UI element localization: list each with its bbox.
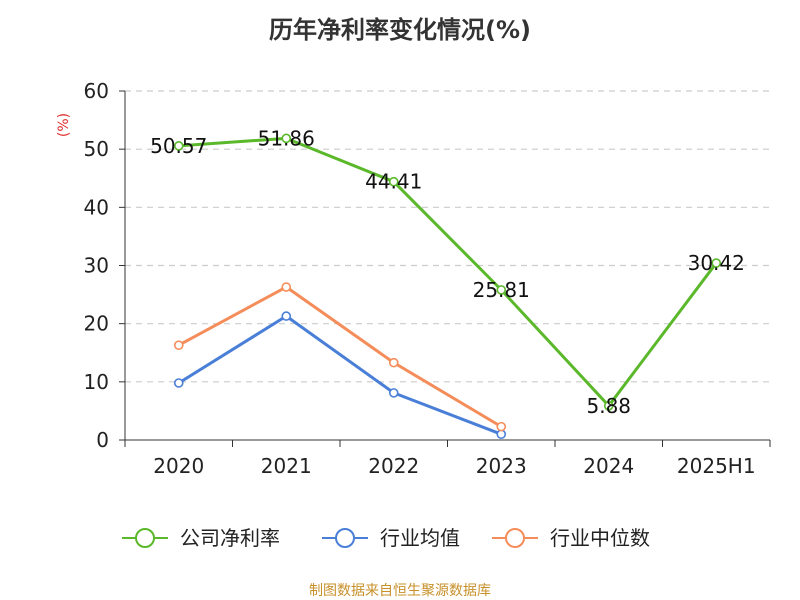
x-tick-label: 2025H1 <box>677 454 756 478</box>
y-tick-label: 60 <box>84 79 109 103</box>
data-point[interactable] <box>388 357 399 368</box>
data-label: 50.57 <box>150 134 207 158</box>
data-point[interactable] <box>496 285 507 295</box>
source-note: 制图数据来自恒生聚源数据库 <box>309 583 491 599</box>
x-tick-label: 2024 <box>583 454 634 478</box>
data-label: 44.41 <box>365 170 422 194</box>
y-tick-label: 50 <box>84 137 109 161</box>
data-label: 5.88 <box>586 394 631 418</box>
y-axis-unit: (%) <box>56 113 72 137</box>
series-line <box>178 285 503 428</box>
legend-label: 行业均值 <box>380 526 460 550</box>
data-label: 30.42 <box>688 251 745 275</box>
series-2 <box>173 311 507 439</box>
data-point[interactable] <box>711 258 722 268</box>
y-tick-label: 10 <box>84 370 109 394</box>
x-tick-label: 2021 <box>261 454 312 478</box>
data-point[interactable] <box>173 340 184 350</box>
data-point[interactable] <box>281 311 292 321</box>
legend: 公司净利率 行业均值 行业中位数 <box>122 526 650 550</box>
legend-item[interactable]: 行业中位数 <box>492 526 650 550</box>
data-point[interactable] <box>173 378 184 388</box>
legend-item[interactable]: 公司净利率 <box>122 526 280 550</box>
data-point[interactable] <box>281 282 292 292</box>
series-3 <box>173 282 507 432</box>
x-tick-label: 2022 <box>368 454 419 478</box>
data-labels: 50.57 51.86 44.41 25.81 5.88 30.42 <box>150 126 745 417</box>
chart-title: 历年净利率变化情况(%) <box>269 16 531 44</box>
data-point[interactable] <box>388 176 399 187</box>
y-tick-label: 20 <box>84 312 109 336</box>
data-label: 25.81 <box>473 278 530 302</box>
series-layer <box>173 133 722 439</box>
y-tick-label: 0 <box>96 428 109 452</box>
legend-label: 公司净利率 <box>180 526 280 550</box>
data-point[interactable] <box>281 133 292 144</box>
legend-item[interactable]: 行业均值 <box>322 526 460 550</box>
series-1 <box>173 133 722 411</box>
data-point[interactable] <box>496 421 507 432</box>
data-point[interactable] <box>388 388 399 398</box>
y-tick-label: 40 <box>84 195 109 219</box>
legend-marker <box>505 528 525 548</box>
data-point[interactable] <box>173 141 184 151</box>
x-tick-label: 2020 <box>153 454 204 478</box>
data-label: 51.86 <box>258 126 315 150</box>
y-tick-label: 30 <box>84 254 109 278</box>
data-point[interactable] <box>603 400 614 411</box>
legend-label: 行业中位数 <box>550 526 650 550</box>
legend-marker <box>135 528 155 548</box>
gridlines <box>125 90 770 383</box>
series-line <box>177 314 502 436</box>
x-tick-label: 2023 <box>476 454 527 478</box>
axes: 0 10 20 30 40 50 60 2020 2021 2022 2023 2024 2025H1 <box>84 79 771 478</box>
legend-marker <box>335 528 355 548</box>
series-line <box>178 136 718 408</box>
